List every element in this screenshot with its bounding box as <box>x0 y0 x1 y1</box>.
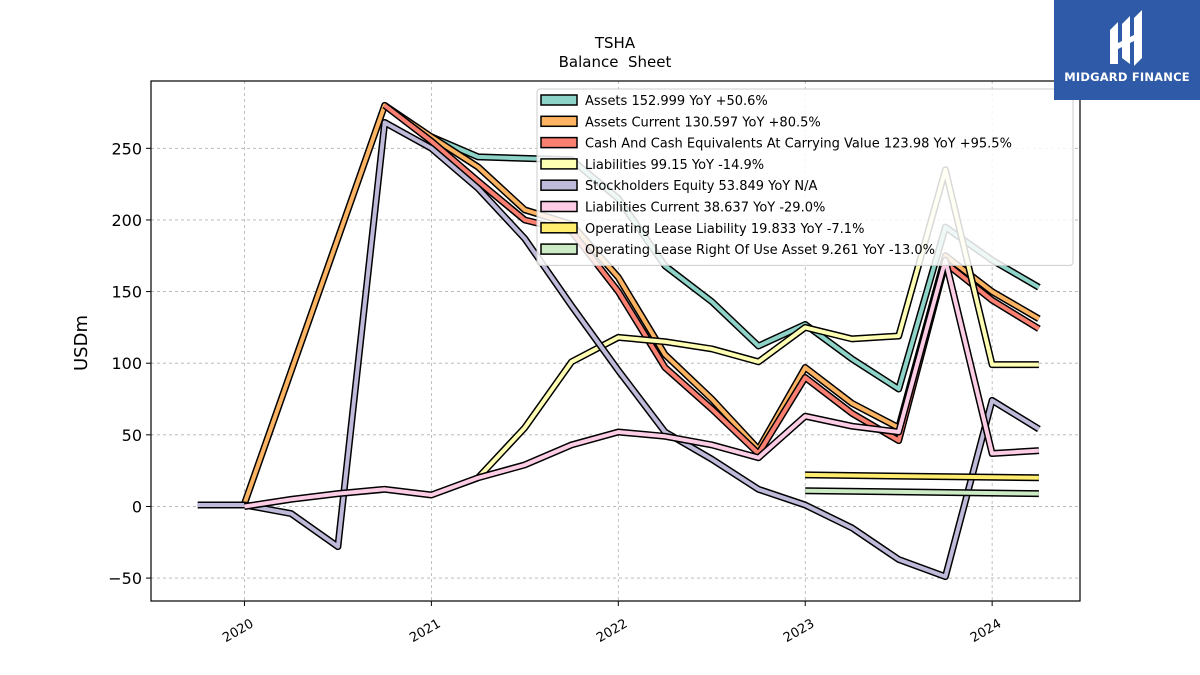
legend-box <box>536 88 1074 266</box>
series-line <box>805 488 1039 496</box>
legend-swatch <box>540 115 578 128</box>
series-line <box>197 120 1040 579</box>
y-tick-label: 0 <box>132 497 142 516</box>
plot-frame <box>150 80 1081 602</box>
y-ticks: −50 0 50 100 150 200 250 <box>108 139 151 588</box>
legend-label: Cash And Cash Equivalents At Carrying Va… <box>585 137 1012 152</box>
y-tick-label: 200 <box>111 211 142 230</box>
chart-title: TSHA <box>594 34 636 52</box>
legend-label: Liabilities Current 38.637 YoY -29.0% <box>585 201 825 216</box>
legend-label: Operating Lease Right Of Use Asset 9.261… <box>585 243 935 258</box>
legend-swatch <box>540 179 578 191</box>
y-axis-label: USDm <box>71 315 92 371</box>
legend-swatch <box>540 158 578 170</box>
brand-logo: MIDGARD FINANCE <box>1054 0 1200 100</box>
y-tick-label: 100 <box>111 354 142 373</box>
x-tick-label: 2022 <box>594 616 630 646</box>
legend-label: Stockholders Equity 53.849 YoY N/A <box>585 179 817 194</box>
x-tick-label: 2021 <box>407 616 443 646</box>
legend-label: Assets Current 130.597 YoY +80.5% <box>585 115 821 130</box>
series-line <box>244 258 1040 509</box>
x-tick-label: 2023 <box>781 616 817 646</box>
x-tick-label: 2024 <box>968 616 1004 646</box>
legend-swatch <box>540 200 578 213</box>
y-tick-label: 150 <box>111 283 142 302</box>
legend-swatch <box>540 94 578 106</box>
chart-subtitle: Balance Sheet <box>559 53 672 71</box>
y-tick-label: 250 <box>111 139 142 158</box>
legend: Assets 152.999 YoY +50.6% Assets Current … <box>536 88 1074 266</box>
legend-label: Liabilities 99.15 YoY -14.9% <box>585 158 764 173</box>
brand-name: MIDGARD FINANCE <box>1064 70 1190 84</box>
midgard-logo-icon <box>1110 10 1142 66</box>
legend-label: Assets 152.999 YoY +50.6% <box>585 94 768 109</box>
y-tick-label: −50 <box>108 569 142 588</box>
legend-swatch <box>540 136 578 149</box>
legend-label: Operating Lease Liability 19.833 YoY -7.… <box>585 222 864 237</box>
legend-swatch <box>540 222 578 234</box>
x-tick-label: 2020 <box>220 616 256 646</box>
legend-swatch <box>540 243 578 255</box>
series-line <box>805 472 1039 480</box>
y-tick-label: 50 <box>122 426 142 445</box>
x-ticks: 2020 2021 2022 2023 2024 <box>220 601 1004 646</box>
